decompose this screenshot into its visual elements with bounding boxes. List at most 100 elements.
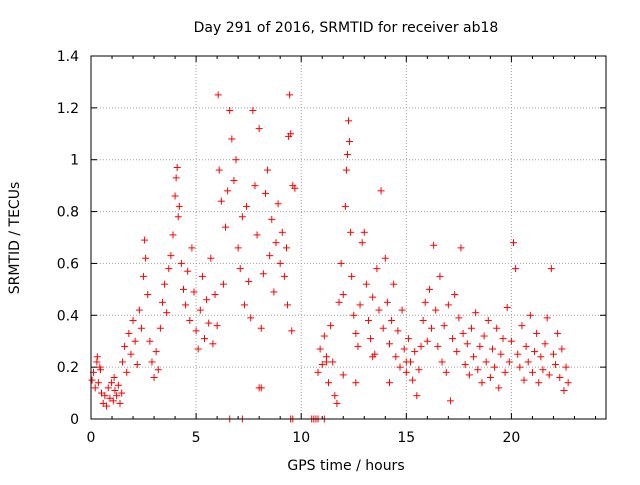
data-point <box>172 174 180 182</box>
data-point <box>545 371 553 379</box>
data-point <box>507 337 515 345</box>
data-point <box>417 342 425 350</box>
data-point <box>219 280 227 288</box>
data-point <box>88 376 96 384</box>
data-point <box>554 329 562 337</box>
data-point <box>224 187 232 195</box>
data-point <box>119 358 127 366</box>
data-point <box>400 345 408 353</box>
data-point <box>201 335 209 343</box>
data-point <box>253 231 261 239</box>
data-point <box>495 384 503 392</box>
data-point <box>286 91 294 99</box>
data-point <box>419 316 427 324</box>
data-point <box>331 392 339 400</box>
data-point <box>113 392 121 400</box>
data-point <box>339 371 347 379</box>
data-point <box>268 215 276 223</box>
data-point <box>137 324 145 332</box>
data-point <box>174 213 182 221</box>
data-point <box>179 285 187 293</box>
data-point <box>314 368 322 376</box>
data-point <box>421 298 429 306</box>
data-point <box>251 182 259 190</box>
data-point <box>428 324 436 332</box>
data-point <box>352 329 360 337</box>
data-point <box>560 386 568 394</box>
data-point <box>148 358 156 366</box>
data-point <box>131 337 139 345</box>
data-point <box>486 374 494 382</box>
data-point <box>451 291 459 299</box>
data-point <box>94 379 102 387</box>
data-point <box>93 353 101 361</box>
data-point <box>379 324 387 332</box>
data-point <box>480 332 488 340</box>
data-point <box>425 285 433 293</box>
data-point <box>282 244 290 252</box>
data-point <box>449 335 457 343</box>
data-point <box>316 345 324 353</box>
data-point <box>264 166 272 174</box>
data-point <box>350 311 358 319</box>
data-point <box>484 316 492 324</box>
data-point <box>171 192 179 200</box>
data-point <box>493 324 501 332</box>
y-tick-label: 1.4 <box>57 49 79 65</box>
data-point <box>150 374 158 382</box>
data-point <box>459 329 467 337</box>
data-point <box>230 176 238 184</box>
data-point <box>364 316 372 324</box>
data-point <box>503 304 511 312</box>
data-point <box>325 379 333 387</box>
data-point <box>446 397 454 405</box>
data-point <box>526 311 534 319</box>
data-point <box>409 376 417 384</box>
y-tick-label: 0.4 <box>57 308 79 324</box>
y-tick-label: 0 <box>70 412 79 428</box>
y-tick-label: 1.2 <box>57 101 79 117</box>
data-point <box>184 267 192 275</box>
data-point <box>96 366 104 374</box>
data-point <box>453 348 461 356</box>
data-point <box>156 324 164 332</box>
data-point <box>188 244 196 252</box>
data-point <box>512 265 520 273</box>
data-point <box>488 345 496 353</box>
data-point <box>163 309 171 317</box>
data-point <box>455 314 463 322</box>
data-point <box>192 327 200 335</box>
data-point <box>146 337 154 345</box>
data-point <box>465 371 473 379</box>
data-point <box>152 348 160 356</box>
chart-title: Day 291 of 2016, SRMTID for receiver ab1… <box>194 20 499 36</box>
data-point <box>476 342 484 350</box>
data-point <box>276 259 284 267</box>
y-tick-label: 0.8 <box>57 205 79 221</box>
data-point <box>385 379 393 387</box>
data-point <box>186 316 194 324</box>
data-point <box>352 379 360 387</box>
data-point <box>501 368 509 376</box>
data-point <box>108 379 116 387</box>
data-point <box>516 363 524 371</box>
data-point <box>535 379 543 387</box>
data-point <box>339 291 347 299</box>
data-point <box>432 306 440 314</box>
data-point <box>457 244 465 252</box>
data-point <box>341 202 349 210</box>
data-point <box>543 314 551 322</box>
data-point <box>169 231 177 239</box>
data-point <box>255 125 263 133</box>
data-point <box>383 298 391 306</box>
axes: 0 0.2 0.4 0.6 0.8 1 1.2 1.4 0 5 10 15 20 <box>57 49 607 446</box>
y-tick-label: 0.2 <box>57 360 79 376</box>
data-point <box>482 358 490 366</box>
data-point <box>375 306 383 314</box>
data-point <box>461 361 469 369</box>
data-point <box>562 363 570 371</box>
data-point <box>373 265 381 273</box>
data-point <box>392 353 400 361</box>
data-point <box>369 293 377 301</box>
